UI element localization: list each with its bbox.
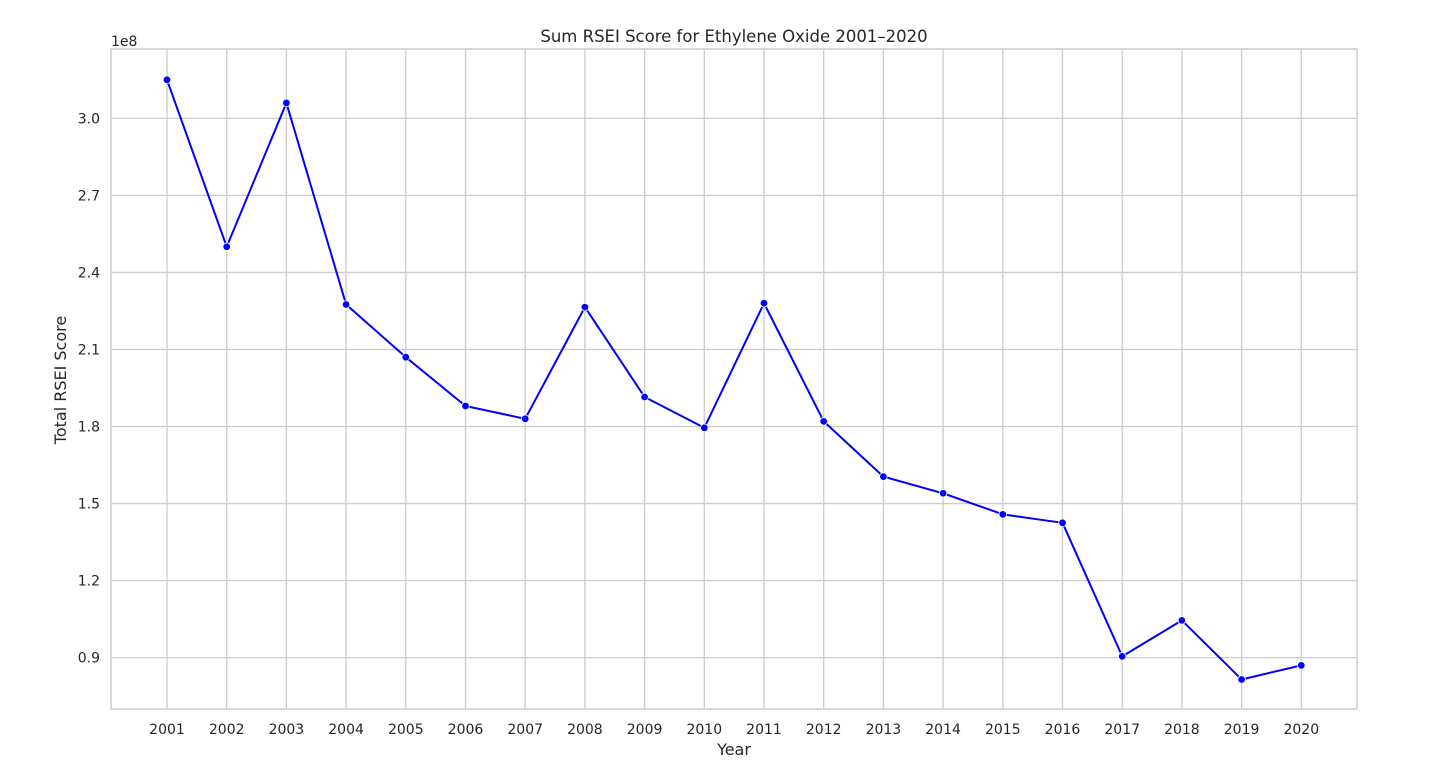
x-tick-label: 2017: [1104, 722, 1140, 738]
y-offset-label: 1e8: [111, 34, 137, 50]
x-tick-label: 2014: [925, 722, 961, 738]
data-point: [1117, 652, 1127, 661]
data-point: [282, 98, 291, 108]
grid: [111, 49, 1357, 709]
x-tick-label: 2003: [269, 722, 305, 738]
x-tick-label: 2006: [448, 722, 484, 738]
x-tick-label: 2005: [388, 722, 424, 738]
y-tick-label: 1.2: [78, 574, 100, 590]
chart-title: Sum RSEI Score for Ethylene Oxide 2001–2…: [540, 27, 927, 46]
data-point: [401, 352, 410, 362]
x-tick-label: 2012: [806, 722, 842, 738]
x-tick-label: 2010: [686, 722, 722, 738]
data-point: [341, 300, 351, 309]
data-point: [998, 510, 1007, 519]
x-tick-label: 2004: [328, 722, 364, 738]
y-tick-labels: 0.9 1.2 1.5 1.8 2.1 2.4 2.7 3.0: [78, 111, 100, 666]
x-tick-label: 2015: [985, 722, 1021, 738]
data-point: [162, 75, 172, 85]
data-point: [759, 299, 769, 308]
data-point: [1177, 616, 1187, 625]
y-tick-label: 2.4: [78, 265, 100, 281]
x-tick-label: 2020: [1283, 722, 1319, 738]
x-tick-label: 2011: [746, 722, 782, 738]
x-tick-label: 2019: [1224, 722, 1260, 738]
x-tick-label: 2013: [866, 722, 902, 738]
data-point: [879, 472, 888, 481]
data-point: [938, 489, 948, 498]
y-axis-title: Total RSEI Score: [51, 316, 70, 445]
y-tick-label: 1.5: [78, 497, 100, 513]
y-tick-label: 2.7: [78, 188, 100, 204]
y-tick-label: 0.9: [78, 651, 100, 667]
data-point: [1297, 661, 1306, 670]
y-tick-label: 1.8: [78, 420, 100, 436]
data-point: [580, 302, 590, 312]
data-point: [222, 242, 231, 251]
x-axis-title: Year: [716, 740, 751, 759]
x-tick-label: 2016: [1045, 722, 1081, 738]
series-line: [166, 79, 1302, 681]
series-group: [162, 75, 1306, 684]
x-tick-label: 2018: [1164, 722, 1200, 738]
y-tick-label: 3.0: [78, 111, 100, 127]
data-point: [700, 423, 709, 432]
x-tick-label: 2007: [507, 722, 543, 738]
data-point: [461, 401, 470, 411]
plot-frame: [110, 48, 1358, 710]
x-tick-label: 2001: [149, 722, 185, 738]
data-point: [521, 414, 530, 424]
x-tick-label: 2002: [209, 722, 245, 738]
x-tick-labels: 2001 2002 2003 2004 2005 2006 2007 2008 2009 2010…: [149, 722, 1319, 738]
data-point: [1237, 675, 1246, 684]
y-tick-label: 2.1: [78, 342, 100, 358]
x-tick-label: 2008: [567, 722, 603, 738]
x-tick-label: 2009: [627, 722, 663, 738]
data-point: [1058, 518, 1067, 528]
data-point: [640, 392, 649, 402]
data-point: [819, 417, 828, 426]
